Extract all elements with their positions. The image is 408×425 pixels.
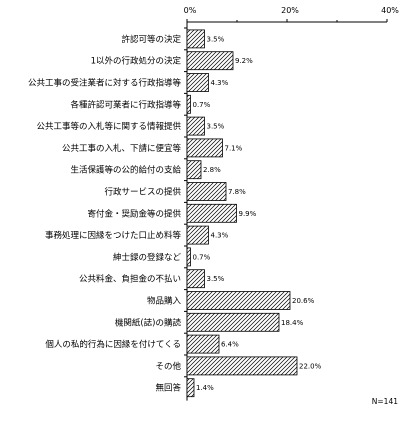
value-label: 22.0%: [299, 362, 322, 370]
x-tick-label: 0%: [184, 6, 197, 15]
x-tick-label: 20%: [281, 6, 299, 15]
bar: [186, 160, 202, 180]
bar: [186, 269, 205, 289]
category-label: 紳士録の登録など: [113, 252, 182, 263]
category-label: 機関紙(誌)の購読: [115, 317, 182, 328]
sample-size-note: N=141: [372, 397, 398, 406]
value-label: 6.4%: [221, 341, 239, 349]
category-label: 許認可等の決定: [121, 34, 181, 45]
bar: [186, 203, 237, 223]
value-label: 7.8%: [228, 188, 246, 196]
category-label: 事務処理に因縁をつけた口止め料等: [45, 230, 182, 241]
x-tick-label: 40%: [381, 6, 399, 15]
category-label: 1以外の行政処分の決定: [91, 56, 182, 67]
value-label: 3.5%: [207, 123, 225, 131]
category-label: その他: [155, 361, 181, 372]
bar: [186, 182, 227, 201]
category-label: 公共工事等の入札等に関する情報提供: [36, 121, 181, 132]
value-label: 7.1%: [225, 144, 243, 152]
value-label: 0.7%: [193, 101, 211, 109]
bar: [186, 225, 209, 245]
category-label: 生活保護等の公的給付の支給: [70, 165, 181, 176]
bar: [186, 378, 195, 398]
category-label: 個人の私的行為に因縁を付けてくる: [45, 339, 181, 350]
category-label: 公共料金、負担金の不払い: [79, 274, 181, 285]
value-label: 3.5%: [207, 35, 225, 43]
bar: [186, 312, 280, 332]
value-label: 4.3%: [211, 232, 229, 240]
bar: [186, 356, 298, 376]
value-label: 2.8%: [203, 166, 221, 174]
bar: [186, 334, 220, 354]
bar: [186, 51, 234, 71]
value-label: 1.4%: [196, 384, 214, 392]
category-label: 物品購入: [147, 296, 182, 307]
bar: [186, 73, 209, 92]
category-label: 公共工事の受注業者に対する行政指導等: [28, 78, 182, 89]
bar: [186, 29, 205, 49]
bar: [186, 94, 191, 114]
value-label: 3.5%: [207, 275, 225, 283]
value-label: 9.9%: [239, 210, 257, 218]
bar: [186, 138, 223, 158]
category-label: 公共工事の入札、下請に便宜等: [62, 143, 182, 154]
value-label: 0.7%: [193, 253, 211, 261]
bar: [186, 247, 191, 267]
category-label: 各種許認可業者に行政指導等: [70, 99, 181, 110]
bar: [186, 116, 205, 136]
value-label: 18.4%: [281, 319, 304, 327]
value-label: 4.3%: [211, 79, 229, 87]
bar: [186, 291, 291, 310]
category-label: 行政サービスの提供: [104, 187, 181, 198]
category-label: 寄付金・奨励金等の提供: [87, 208, 181, 219]
value-label: 20.6%: [292, 297, 315, 305]
category-label: 無回答: [155, 383, 181, 394]
value-label: 9.2%: [235, 57, 253, 65]
